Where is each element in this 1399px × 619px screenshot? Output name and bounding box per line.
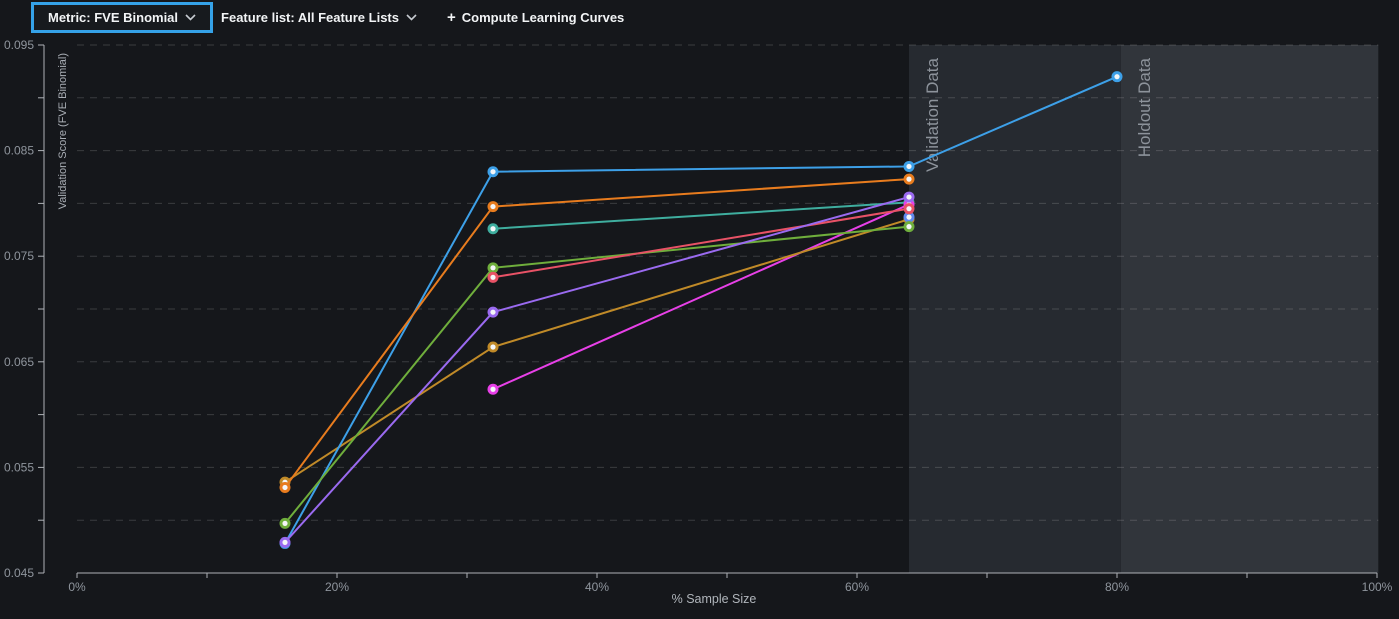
region-holdout-data [1120, 45, 1379, 573]
compute-learning-curves-label: Compute Learning Curves [461, 10, 625, 25]
y-tick-label: 0.055 [4, 460, 34, 474]
y-tick-label: 0.075 [4, 249, 34, 263]
data-point-center-green-16 [282, 520, 288, 526]
feature-list-dropdown-label: Feature list: All Feature Lists [221, 10, 399, 25]
x-tick-label: 0% [68, 580, 86, 594]
data-point-center-green-32 [490, 265, 496, 271]
series-line-sky-blue [284, 75, 1118, 544]
data-point-center-orange-16 [282, 484, 288, 491]
chevron-down-icon [406, 14, 417, 21]
series-green [279, 221, 915, 529]
data-point-center-red-32 [490, 274, 496, 280]
y-tick-label: 0.085 [4, 144, 34, 158]
chart-area: Validation Data Holdout Data 0.045 0.055 0.0… [0, 35, 1399, 614]
series-gold [279, 213, 915, 488]
learning-curves-chart: Validation Data Holdout Data 0.045 0.055 0.0… [4, 38, 1393, 606]
data-point-center-sky-blue-80 [1114, 74, 1120, 80]
series-orange [279, 173, 915, 493]
data-point-center-orange-64 [906, 176, 912, 182]
metric-dropdown[interactable]: Metric: FVE Binomial [31, 2, 214, 33]
data-point-center-sky-blue-32 [490, 169, 496, 175]
data-point-center-cornflower-64 [906, 214, 912, 220]
data-point-center-green-64 [906, 224, 912, 230]
region-validation-data [909, 45, 1121, 573]
feature-list-dropdown[interactable]: Feature list: All Feature Lists [221, 10, 417, 25]
series-red [487, 203, 915, 283]
chevron-down-icon [185, 14, 196, 21]
y-tick-label: 0.045 [4, 566, 34, 580]
data-point-center-orange-32 [490, 203, 496, 210]
data-point-center-magenta-32 [490, 386, 496, 392]
metric-dropdown-label: Metric: FVE Binomial [48, 10, 179, 25]
x-tick-label: 60% [845, 580, 869, 594]
data-point-center-sky-blue-64 [906, 163, 912, 170]
series-line-magenta [492, 203, 910, 391]
x-tick-label: 100% [1362, 580, 1393, 594]
y-tick-label: 0.065 [4, 355, 34, 369]
x-tick-label: 20% [325, 580, 349, 594]
series-line-orange [284, 178, 910, 489]
x-axis-title: % Sample Size [672, 592, 757, 606]
series-line-gold [284, 218, 910, 484]
series-violet [279, 191, 915, 548]
x-tick-label: 80% [1105, 580, 1129, 594]
y-tick-label: 0.095 [4, 38, 34, 52]
x-tick-label: 40% [585, 580, 609, 594]
region-label: Holdout Data [1135, 57, 1154, 157]
series-line-red [492, 207, 910, 279]
data-point-center-red-64 [906, 206, 912, 212]
toolbar: Metric: FVE Binomial Feature list: All F… [0, 0, 1399, 35]
region-label: Validation Data [923, 57, 942, 172]
y-axis-title: Validation Score (FVE Binomial) [57, 53, 69, 209]
series-cornflower [903, 211, 915, 223]
data-point-center-gold-32 [490, 344, 496, 350]
data-point-center-violet-64 [906, 194, 912, 200]
series-line-teal [492, 201, 910, 230]
data-point-center-violet-16 [282, 539, 288, 545]
plus-icon: + [446, 9, 456, 26]
compute-learning-curves-button[interactable]: + Compute Learning Curves [447, 10, 624, 25]
data-point-center-violet-32 [490, 309, 496, 315]
data-point-center-teal-32 [490, 226, 496, 232]
